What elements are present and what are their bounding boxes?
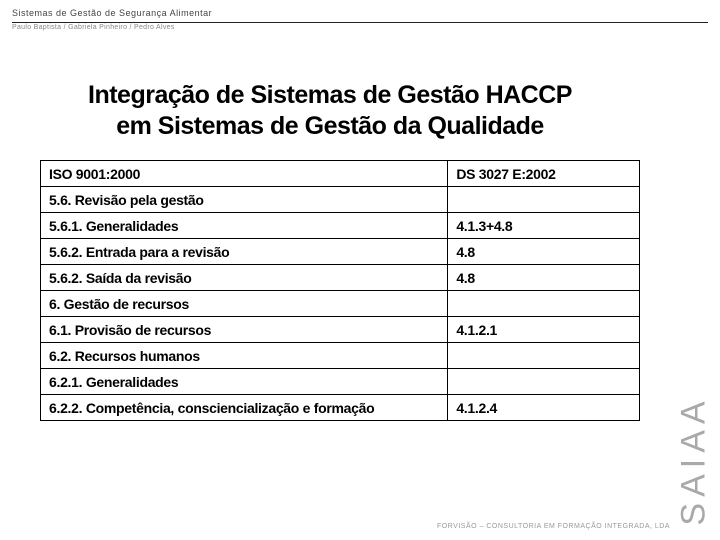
cell-left: 5.6. Revisão pela gestão — [41, 187, 448, 213]
table-row: 5.6. Revisão pela gestão — [41, 187, 640, 213]
cell-right — [448, 369, 640, 395]
table-row: 5.6.1. Generalidades 4.1.3+4.8 — [41, 213, 640, 239]
table-row: 6.1. Provisão de recursos 4.1.2.1 — [41, 317, 640, 343]
main-title: Integração de Sistemas de Gestão HACCP e… — [0, 80, 660, 143]
cell-left: 6. Gestão de recursos — [41, 291, 448, 317]
table-row: 5.6.2. Saída da revisão 4.8 — [41, 265, 640, 291]
side-brand-text: SAIAA — [675, 395, 714, 525]
table-row: 5.6.2. Entrada para a revisão 4.8 — [41, 239, 640, 265]
page-header: Sistemas de Gestão de Segurança Alimenta… — [12, 8, 708, 31]
cell-right: DS 3027 E:2002 — [448, 161, 640, 187]
cell-left: 6.1. Provisão de recursos — [41, 317, 448, 343]
header-title: Sistemas de Gestão de Segurança Alimenta… — [12, 8, 708, 18]
title-line1: Integração de Sistemas de Gestão HACCP — [0, 80, 660, 111]
cell-right: 4.1.3+4.8 — [448, 213, 640, 239]
footer-text: FORVISÃO – CONSULTORIA EM FORMAÇÃO INTEG… — [437, 523, 670, 530]
cell-left: 6.2.2. Competência, consciencialização e… — [41, 395, 448, 421]
cell-right — [448, 187, 640, 213]
cell-left: ISO 9001:2000 — [41, 161, 448, 187]
table-row: 6.2. Recursos humanos — [41, 343, 640, 369]
cell-left: 6.2.1. Generalidades — [41, 369, 448, 395]
table-row: 6.2.2. Competência, consciencialização e… — [41, 395, 640, 421]
cell-right: 4.8 — [448, 239, 640, 265]
table-row: 6. Gestão de recursos — [41, 291, 640, 317]
cell-left: 5.6.2. Entrada para a revisão — [41, 239, 448, 265]
cell-right: 4.8 — [448, 265, 640, 291]
title-line2: em Sistemas de Gestão da Qualidade — [0, 111, 660, 142]
cell-right: 4.1.2.1 — [448, 317, 640, 343]
cell-right — [448, 291, 640, 317]
table-row: 6.2.1. Generalidades — [41, 369, 640, 395]
table-row: ISO 9001:2000 DS 3027 E:2002 — [41, 161, 640, 187]
cell-left: 6.2. Recursos humanos — [41, 343, 448, 369]
slide: Sistemas de Gestão de Segurança Alimenta… — [0, 0, 720, 540]
side-brand: SAIAA — [674, 200, 714, 480]
header-subtitle: Paulo Baptista / Gabriela Pinheiro / Ped… — [12, 24, 708, 31]
cell-left: 5.6.2. Saída da revisão — [41, 265, 448, 291]
table-container: ISO 9001:2000 DS 3027 E:2002 5.6. Revisã… — [40, 160, 640, 421]
header-rule — [12, 22, 708, 23]
cell-right — [448, 343, 640, 369]
cell-left: 5.6.1. Generalidades — [41, 213, 448, 239]
cell-right: 4.1.2.4 — [448, 395, 640, 421]
comparison-table: ISO 9001:2000 DS 3027 E:2002 5.6. Revisã… — [40, 160, 640, 421]
